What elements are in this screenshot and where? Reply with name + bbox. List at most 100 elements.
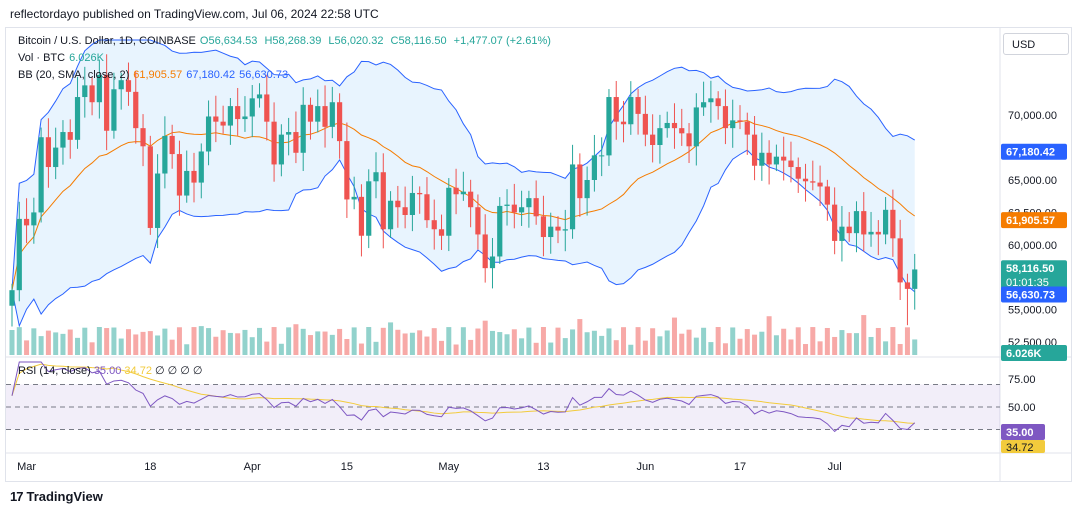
- volume-bar: [475, 328, 481, 355]
- volume-bar: [184, 344, 190, 355]
- volume-bar: [817, 341, 823, 355]
- time-tick-label: May: [438, 461, 459, 473]
- candle-body: [380, 172, 386, 230]
- bb-legend: BB (20, SMA, close, 2) 61,905.57 67,180.42…: [18, 69, 292, 81]
- candle-body: [453, 187, 459, 195]
- volume-bar: [286, 327, 292, 355]
- volume-bar: [628, 344, 634, 355]
- candle-body: [249, 98, 255, 117]
- candle-body: [395, 200, 401, 208]
- candle-body: [191, 170, 197, 183]
- volume-bar: [16, 327, 22, 355]
- candle-body: [584, 180, 590, 199]
- candle-body: [504, 204, 510, 206]
- volume-bar: [176, 327, 182, 355]
- volume-bar: [31, 328, 37, 355]
- rsi-extra: ∅ ∅ ∅ ∅: [155, 365, 203, 377]
- volume-bar: [249, 337, 255, 355]
- rsi-value: 35.00: [93, 365, 122, 377]
- candle-body: [286, 132, 292, 135]
- price-badge: [1001, 260, 1067, 291]
- volume-bar: [904, 327, 910, 355]
- candle-body: [620, 121, 627, 125]
- volume-bar: [67, 329, 73, 355]
- volume-bar: [766, 316, 772, 355]
- rsi-badge: [1001, 424, 1045, 440]
- candle-body: [810, 181, 816, 183]
- volume-bar: [912, 339, 918, 355]
- volume-bar: [242, 329, 248, 355]
- volume-bar: [104, 328, 110, 355]
- volume-bar: [329, 334, 335, 355]
- volume-bar: [118, 338, 124, 355]
- volume-bar: [395, 329, 401, 355]
- volume-bar: [446, 327, 452, 355]
- volume-bar: [155, 335, 161, 355]
- bb-lower-value: 56,630.73: [239, 69, 289, 81]
- price-badge: [1001, 143, 1067, 160]
- candle-body: [759, 152, 765, 166]
- time-tick-label: Jun: [636, 461, 654, 473]
- rsi-line: [11, 361, 916, 433]
- volume-bar: [897, 344, 903, 355]
- candle-body: [446, 187, 452, 236]
- volume-bar: [322, 331, 328, 355]
- candle-body: [147, 146, 153, 228]
- candle-body: [744, 121, 750, 135]
- candle-body: [722, 106, 729, 129]
- candle-body: [708, 98, 714, 103]
- candle-body: [904, 282, 911, 289]
- volume-bar: [111, 327, 117, 355]
- volume-bar: [424, 336, 430, 355]
- price-badge-label: 61,905.57: [1006, 215, 1055, 227]
- volume-bar: [373, 341, 379, 355]
- volume-bar: [671, 317, 677, 355]
- volume-bar: [162, 328, 168, 355]
- rsi-ma-line: [11, 363, 915, 424]
- volume-bar: [577, 319, 583, 355]
- candle-body: [511, 204, 517, 213]
- candle-body: [460, 191, 466, 195]
- volume-bar: [351, 327, 357, 355]
- volume-bar: [453, 344, 459, 355]
- candle-body: [387, 200, 394, 230]
- volume-bar: [890, 327, 896, 355]
- volume-bar: [533, 342, 539, 355]
- candle-body: [133, 91, 139, 129]
- countdown-label: 01:01:35: [1006, 277, 1049, 289]
- volume-bar: [861, 315, 867, 355]
- volume-bar: [140, 331, 146, 355]
- rsi-label[interactable]: RSI (14, close): [18, 365, 91, 377]
- candle-body: [766, 152, 772, 165]
- candle-body: [606, 97, 612, 156]
- price-badge-label: 56,630.73: [1006, 289, 1055, 301]
- candle-body: [198, 151, 204, 183]
- volume-bar: [460, 327, 466, 355]
- volume-bar: [679, 333, 685, 355]
- candle-body: [912, 269, 918, 289]
- rsi-tick-label: 50.00: [1008, 402, 1036, 414]
- candle-body: [890, 209, 896, 239]
- volume-label[interactable]: Vol · BTC: [18, 52, 66, 64]
- candle-body: [16, 218, 22, 291]
- candle-body: [730, 120, 736, 129]
- currency-button[interactable]: USD: [1003, 33, 1069, 55]
- bb-label[interactable]: BB (20, SMA, close, 2): [18, 69, 130, 81]
- candle-body: [475, 207, 481, 235]
- volume-bar: [788, 339, 794, 355]
- rsi-legend: RSI (14, close) 35.00 34.72 ∅ ∅ ∅ ∅: [18, 364, 203, 377]
- candle-body: [839, 226, 845, 241]
- volume-bar: [701, 327, 707, 355]
- candle-body: [235, 106, 241, 120]
- volume-bar: [82, 327, 88, 355]
- volume-bar: [198, 326, 204, 355]
- candle-body: [635, 97, 641, 114]
- candle-body: [278, 134, 284, 165]
- symbol-name[interactable]: Bitcoin / U.S. Dollar, 1D, COINBASE: [18, 35, 196, 47]
- candle-body: [38, 137, 44, 213]
- candle-body: [664, 122, 670, 129]
- time-tick-label: 15: [341, 461, 353, 473]
- footer-brand[interactable]: 17 TradingView: [10, 489, 103, 504]
- candle-body: [125, 80, 132, 92]
